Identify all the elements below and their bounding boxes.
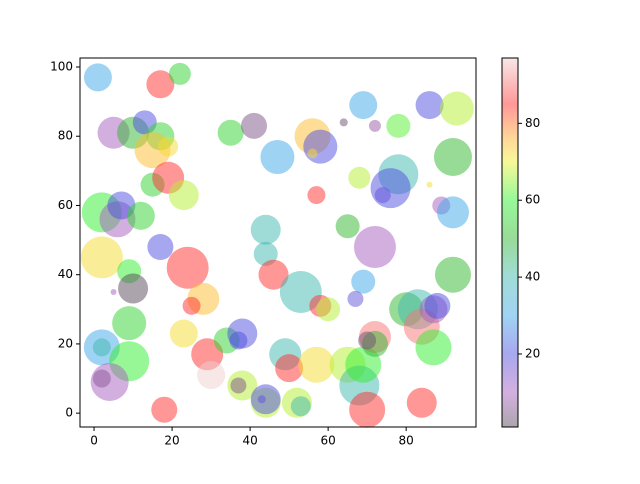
bubble (374, 187, 391, 204)
bubble (90, 363, 129, 401)
x-tick-label: 0 (90, 434, 98, 448)
x-tick-label: 60 (320, 434, 335, 448)
bubble (426, 181, 433, 188)
bubble (250, 214, 281, 245)
bubble (80, 236, 123, 279)
bubble (151, 396, 178, 423)
colorbar (501, 57, 519, 428)
bubble (230, 377, 247, 394)
y-tick-label: 0 (65, 406, 73, 420)
x-tick-label: 80 (399, 434, 414, 448)
bubble (424, 292, 451, 319)
x-tick-label: 20 (164, 434, 179, 448)
bubble (169, 319, 198, 348)
bubble (290, 396, 311, 417)
bubble (158, 136, 179, 157)
plot-frame (79, 57, 477, 428)
y-tick-label: 80 (58, 129, 73, 143)
bubble (182, 296, 201, 315)
bubble (368, 119, 381, 132)
bubble (436, 196, 469, 229)
bubble (146, 70, 175, 99)
bubble (258, 259, 289, 290)
bubble (307, 186, 326, 205)
y-tick-label: 60 (58, 198, 73, 212)
y-tick-label: 40 (58, 267, 73, 281)
bubble (110, 289, 117, 295)
bubble (260, 140, 295, 174)
bubble (415, 329, 452, 366)
bubble (126, 201, 155, 230)
bubble (386, 113, 411, 138)
colorbar-tick-label: 40 (525, 270, 540, 284)
colorbar-tick-label: 20 (525, 346, 540, 360)
bubble (275, 354, 304, 383)
bubble (347, 290, 364, 307)
bubble (168, 180, 199, 211)
bubble (168, 62, 191, 85)
bubble (353, 226, 396, 268)
bubble (227, 318, 258, 349)
bubble (370, 168, 411, 209)
bubble (118, 273, 149, 304)
bubble (307, 148, 318, 159)
bubble (217, 119, 244, 146)
bubble (112, 306, 147, 341)
bubble (83, 63, 112, 92)
bubble (197, 361, 226, 390)
bubble (147, 234, 174, 260)
bubble (406, 387, 437, 418)
bubble (415, 91, 444, 120)
bubble (335, 214, 360, 239)
bubble (348, 166, 371, 189)
bubble (358, 331, 377, 350)
bubble (339, 118, 348, 127)
bubble (241, 112, 268, 139)
bubble (303, 129, 338, 164)
y-tick-label: 20 (58, 336, 73, 350)
colorbar-tick-label: 80 (525, 116, 540, 130)
bubble (433, 138, 472, 176)
bubble (298, 346, 335, 383)
bubble (351, 269, 376, 294)
x-tick-label: 40 (242, 434, 257, 448)
bubble (316, 297, 341, 322)
y-tick-label: 100 (50, 60, 73, 74)
bubble (439, 91, 474, 126)
bubble (349, 391, 386, 428)
bubble (434, 256, 471, 293)
bubble (166, 246, 209, 289)
bubble (92, 338, 111, 357)
bubble (257, 395, 266, 404)
colorbar-tick-label: 60 (525, 193, 540, 207)
bubble (349, 91, 378, 120)
